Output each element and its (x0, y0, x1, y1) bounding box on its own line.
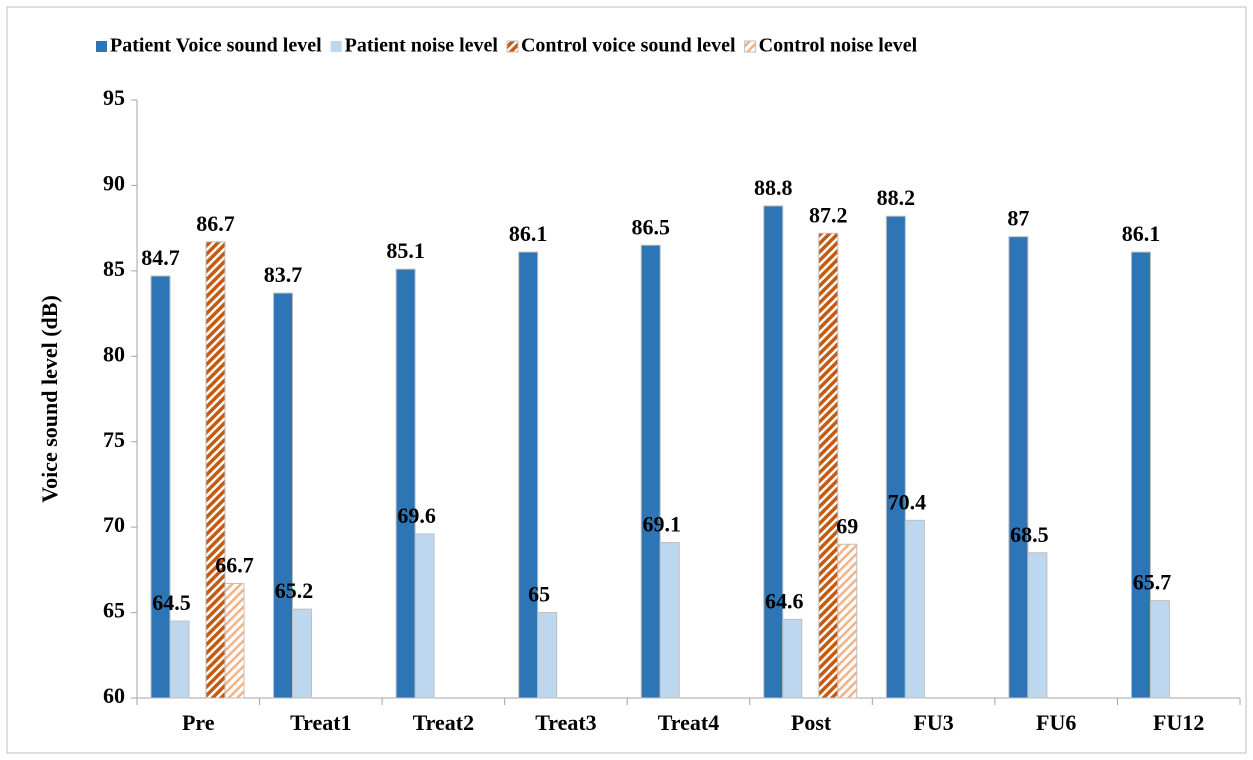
y-tick-label: 90 (103, 170, 125, 195)
x-tick-label: FU3 (913, 710, 953, 735)
legend-label: Control voice sound level (521, 35, 736, 57)
legend-label: Patient Voice sound level (110, 35, 322, 57)
bar (224, 583, 245, 699)
bar (169, 620, 190, 699)
x-tick-label: Pre (182, 710, 215, 735)
y-tick-label: 60 (103, 683, 125, 708)
data-label: 68.5 (1010, 522, 1049, 547)
legend-label: Patient noise level (345, 35, 499, 57)
bar (763, 205, 784, 699)
y-axis-title: Voice sound level (dB) (37, 295, 62, 503)
data-label: 69.1 (642, 512, 681, 537)
data-label: 86.1 (509, 221, 548, 246)
chart-border (6, 6, 1247, 754)
data-label: 66.7 (215, 553, 254, 578)
bar (1008, 236, 1029, 699)
bar (782, 618, 803, 699)
y-tick-label: 95 (103, 85, 125, 110)
data-label: 83.7 (264, 262, 303, 287)
bar (818, 232, 839, 699)
bar (885, 215, 906, 699)
x-tick-label: FU12 (1153, 710, 1204, 735)
data-label: 65.7 (1133, 570, 1172, 595)
data-label: 86.7 (196, 211, 235, 236)
bar (292, 608, 313, 699)
bar (640, 244, 661, 699)
y-tick-label: 80 (103, 341, 125, 366)
y-tick-label: 65 (103, 598, 125, 623)
data-label: 87.2 (809, 202, 848, 227)
bar (1149, 600, 1170, 699)
bar (659, 542, 680, 699)
legend-swatch (96, 41, 107, 52)
x-tick-label: Treat3 (535, 710, 597, 735)
y-tick-label: 85 (103, 256, 125, 281)
legend-swatch (506, 40, 519, 53)
data-label: 65 (528, 582, 550, 607)
x-tick-label: FU6 (1036, 710, 1076, 735)
data-label: 64.5 (152, 590, 191, 615)
bar (150, 275, 171, 699)
data-label: 65.2 (275, 578, 314, 603)
data-label: 87 (1007, 206, 1029, 231)
y-tick-label: 70 (103, 512, 125, 537)
bar (904, 519, 925, 699)
bar (1027, 552, 1048, 699)
data-label: 85.1 (386, 238, 425, 263)
bar (518, 251, 539, 699)
data-label: 69 (836, 513, 858, 538)
bar (537, 612, 558, 699)
legend-swatch (330, 41, 342, 52)
bar (414, 533, 435, 699)
bar (273, 292, 294, 699)
data-label: 88.2 (877, 185, 916, 210)
bar (837, 543, 858, 699)
data-label: 86.5 (631, 214, 670, 239)
x-tick-label: Treat4 (658, 710, 720, 735)
bar (1130, 251, 1151, 699)
data-label: 69.6 (397, 503, 436, 528)
legend-swatch (744, 40, 757, 53)
y-tick-label: 75 (103, 427, 125, 452)
data-label: 84.7 (141, 245, 180, 270)
x-tick-label: Treat1 (290, 710, 352, 735)
data-label: 88.8 (754, 175, 793, 200)
data-label: 70.4 (888, 489, 927, 514)
data-label: 64.6 (765, 588, 804, 613)
x-tick-label: Post (791, 710, 832, 735)
x-tick-label: Treat2 (413, 710, 475, 735)
bar (395, 268, 416, 699)
data-label: 86.1 (1122, 221, 1161, 246)
legend-label: Control noise level (759, 35, 918, 57)
bar (205, 241, 226, 699)
